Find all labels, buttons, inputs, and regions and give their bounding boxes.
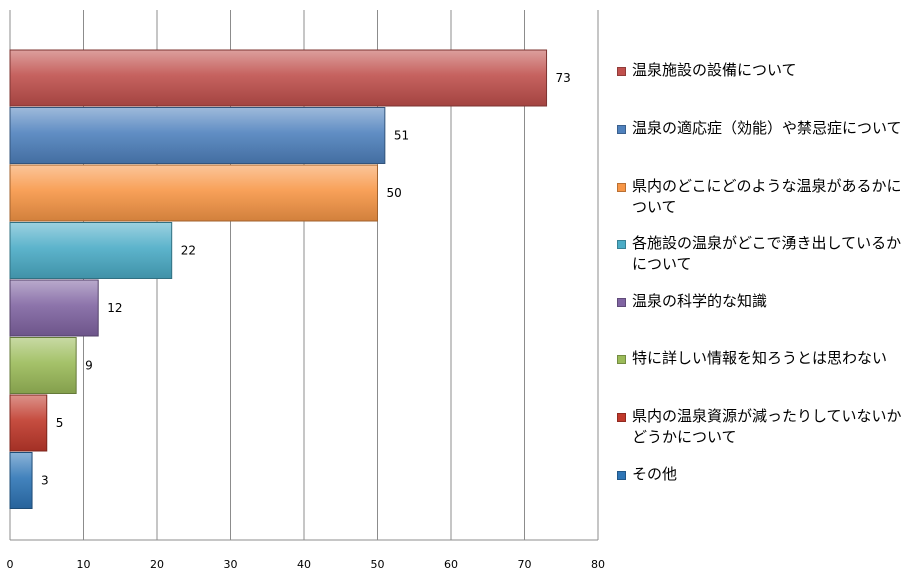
x-tick-label-70: 70 <box>518 558 532 571</box>
bars <box>9 49 548 509</box>
legend-item-1: 温泉施設の設備について <box>617 60 913 81</box>
data-label-6: 9 <box>85 359 93 373</box>
bar-1 <box>9 49 548 107</box>
legend-swatch <box>617 355 626 364</box>
data-label-1: 73 <box>556 71 571 85</box>
data-label-4: 22 <box>181 244 196 258</box>
x-tick-label-10: 10 <box>77 558 91 571</box>
bar-chart-plot: 73 51 50 22 12 9 5 3 0 10 20 30 40 50 60 70 80 <box>7 10 606 571</box>
legend-label: その他 <box>632 465 678 483</box>
legend-swatch <box>617 240 626 249</box>
legend-label: 県内の温泉資源が減ったりしていないかどうかについて <box>632 407 902 446</box>
legend-item-5: 温泉の科学的な知識 <box>617 291 913 312</box>
x-tick-label-60: 60 <box>444 558 458 571</box>
legend-label: 温泉の科学的な知識 <box>632 292 768 310</box>
data-label-2: 51 <box>394 129 409 143</box>
legend-swatch <box>617 298 626 307</box>
legend-swatch <box>617 413 626 422</box>
x-tick-label-20: 20 <box>150 558 164 571</box>
data-label-3: 50 <box>387 186 402 200</box>
legend-swatch <box>617 125 626 134</box>
legend-item-7: 県内の温泉資源が減ったりしていないかどうかについて <box>617 406 913 448</box>
x-tick-label-80: 80 <box>591 558 605 571</box>
legend-item-2: 温泉の適応症（効能）や禁忌症について <box>617 118 913 139</box>
bar-5 <box>9 279 99 337</box>
legend-item-6: 特に詳しい情報を知ろうとは思わない <box>617 348 913 369</box>
legend-label: 温泉の適応症（効能）や禁忌症について <box>632 119 902 137</box>
legend-item-8: その他 <box>617 464 913 485</box>
legend-label: 各施設の温泉がどこで湧き出しているかについて <box>632 234 902 273</box>
legend-label: 特に詳しい情報を知ろうとは思わない <box>632 349 888 367</box>
data-label-7: 5 <box>56 416 64 430</box>
data-label-8: 3 <box>41 474 49 488</box>
bar-3 <box>9 164 378 222</box>
x-tick-label-0: 0 <box>7 558 14 571</box>
legend-swatch <box>617 183 626 192</box>
legend: 温泉施設の設備について温泉の適応症（効能）や禁忌症について県内のどこにどのような… <box>617 0 913 580</box>
data-label-5: 12 <box>107 301 122 315</box>
x-tick-label-40: 40 <box>297 558 311 571</box>
legend-label: 県内のどこにどのような温泉があるかについて <box>632 177 902 216</box>
bar-8 <box>9 452 33 509</box>
legend-item-3: 県内のどこにどのような温泉があるかについて <box>617 176 913 218</box>
legend-item-4: 各施設の温泉がどこで湧き出しているかについて <box>617 233 913 275</box>
x-tick-label-30: 30 <box>224 558 238 571</box>
bar-6 <box>9 337 77 394</box>
bar-4 <box>9 222 173 279</box>
bar-2 <box>9 107 386 164</box>
data-labels: 73 51 50 22 12 9 5 3 <box>41 71 571 488</box>
legend-swatch <box>617 67 626 76</box>
legend-swatch <box>617 471 626 480</box>
x-tick-label-50: 50 <box>371 558 385 571</box>
bar-7 <box>9 394 48 452</box>
x-axis-ticks: 0 10 20 30 40 50 60 70 80 <box>7 558 606 571</box>
legend-label: 温泉施設の設備について <box>632 61 797 79</box>
